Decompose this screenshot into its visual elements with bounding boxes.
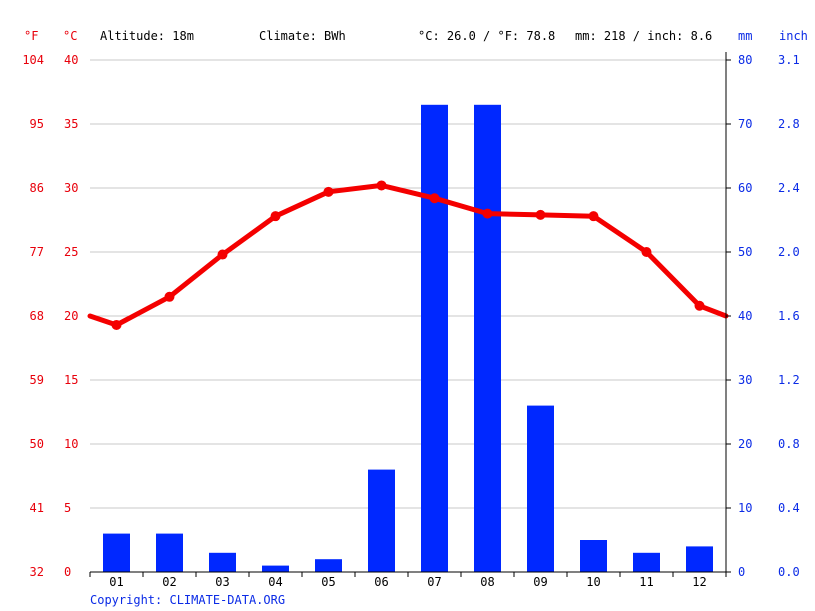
y-left-c-tick-label: 15	[64, 373, 78, 387]
x-tick-label: 01	[109, 575, 123, 589]
precipitation-bar	[368, 469, 395, 572]
x-tick-label: 05	[321, 575, 335, 589]
precipitation-bar	[686, 546, 713, 572]
axes	[89, 52, 731, 577]
precipitation-bars	[103, 104, 713, 573]
y-right-inch-tick-label: 0.8	[778, 437, 800, 451]
altitude-label: Altitude: 18m	[100, 29, 194, 43]
y-left-f-tick-label: 95	[30, 117, 44, 131]
precipitation-bar	[156, 533, 183, 572]
precipitation-bar	[580, 540, 607, 572]
precipitation-bar	[209, 552, 236, 572]
temperature-line-path	[87, 182, 729, 328]
temperature-point	[429, 193, 440, 204]
y-left-c-tick-label: 5	[64, 501, 71, 515]
temperature-point	[588, 211, 599, 222]
y-right-mm-tick-label: 40	[738, 309, 752, 323]
y-right-inch-tick-label: 3.1	[778, 53, 800, 67]
temperature-point	[376, 180, 387, 191]
temperature-point	[694, 300, 705, 311]
precipitation-bar	[421, 104, 448, 573]
temperature-point	[217, 249, 228, 260]
y-right-inch-tick-label: 0.4	[778, 501, 800, 515]
temperature-point	[641, 247, 652, 257]
total-precipitation-label: mm: 218 / inch: 8.6	[575, 29, 712, 43]
x-tick-label: 04	[268, 575, 282, 589]
climate-label: Climate: BWh	[259, 29, 346, 43]
copyright-text: Copyright: CLIMATE-DATA.ORG	[90, 593, 285, 607]
temperature-point	[270, 211, 281, 222]
y-right-mm-tick-label: 0	[738, 565, 745, 579]
y-left-f-tick-label: 50	[30, 437, 44, 451]
average-temperature-label: °C: 26.0 / °F: 78.8	[418, 29, 555, 43]
x-tick-label: 06	[374, 575, 388, 589]
precipitation-bar	[527, 405, 554, 572]
y-right-mm-tick-label: 70	[738, 117, 752, 131]
temperature-point	[323, 186, 334, 197]
precipitation-bar	[262, 565, 289, 572]
x-tick-label: 08	[480, 575, 494, 589]
y-right-inch-tick-label: 1.6	[778, 309, 800, 323]
precipitation-bar	[633, 552, 660, 572]
y-left-c-tick-label: 35	[64, 117, 78, 131]
temperature-point	[482, 208, 493, 219]
y-right-mm-tick-label: 80	[738, 53, 752, 67]
x-tick-label: 07	[427, 575, 441, 589]
y-left-c-tick-label: 10	[64, 437, 78, 451]
precipitation-bar	[315, 559, 342, 572]
y-left-f-tick-label: 32	[30, 565, 44, 579]
y-left-c-tick-label: 25	[64, 245, 78, 259]
y-right-mm-tick-label: 50	[738, 245, 752, 259]
x-tick-label: 02	[162, 575, 176, 589]
y-right-inch-tick-label: 1.2	[778, 373, 800, 387]
y-right-mm-tick-label: 60	[738, 181, 752, 195]
y-right-inch-tick-label: 2.4	[778, 181, 800, 195]
y-left-f-tick-label: 77	[30, 245, 44, 259]
y-right-mm-tick-label: 30	[738, 373, 752, 387]
y-left-c-tick-label: 20	[64, 309, 78, 323]
y-left-f-tick-label: 104	[22, 53, 44, 67]
y-left-f-tick-label: 59	[30, 373, 44, 387]
x-tick-label: 10	[586, 575, 600, 589]
inch-unit-label: inch	[779, 29, 808, 43]
precipitation-bar	[474, 104, 501, 573]
temperature-point	[111, 319, 122, 330]
x-tick-label: 03	[215, 575, 229, 589]
y-left-c-tick-label: 30	[64, 181, 78, 195]
temperature-point	[164, 291, 175, 302]
y-left-c-tick-label: 40	[64, 53, 78, 67]
x-tick-label: 11	[639, 575, 653, 589]
y-right-inch-tick-label: 0.0	[778, 565, 800, 579]
tick-labels: 32 0 0 0.0 41 5 10 0.4 50 10 20 0.8 59 15 30 1.2 68 20 40 1…	[22, 53, 799, 589]
y-left-f-tick-label: 41	[30, 501, 44, 515]
y-left-f-tick-label: 68	[30, 309, 44, 323]
y-right-inch-tick-label: 2.0	[778, 245, 800, 259]
celsius-unit-label: °C	[63, 29, 77, 43]
mm-unit-label: mm	[738, 29, 752, 43]
y-right-inch-tick-label: 2.8	[778, 117, 800, 131]
y-right-mm-tick-label: 10	[738, 501, 752, 515]
temperature-point	[535, 209, 546, 220]
y-right-mm-tick-label: 20	[738, 437, 752, 451]
gridlines	[90, 59, 726, 509]
fahrenheit-unit-label: °F	[24, 29, 38, 43]
temperature-line	[87, 180, 729, 330]
y-left-f-tick-label: 86	[30, 181, 44, 195]
y-left-c-tick-label: 0	[64, 565, 71, 579]
x-tick-label: 12	[692, 575, 706, 589]
precipitation-bar	[103, 533, 130, 572]
x-tick-label: 09	[533, 575, 547, 589]
